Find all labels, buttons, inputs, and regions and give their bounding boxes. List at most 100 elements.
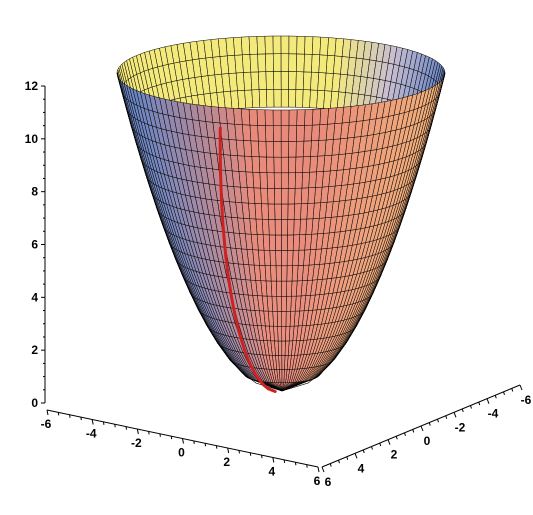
z-tick-label: 6 — [31, 238, 38, 252]
surface-interior-cell — [302, 71, 312, 91]
x-tick — [114, 424, 116, 428]
surface-cell — [285, 325, 291, 342]
y-tick — [445, 415, 448, 419]
x-tick-label: -6 — [41, 417, 52, 431]
z-tick-label: 2 — [31, 343, 38, 357]
surface-cell — [261, 203, 269, 220]
y-tick — [511, 388, 514, 392]
y-tick-label: -4 — [488, 407, 499, 421]
surface-cell — [294, 172, 303, 189]
x-tick — [238, 450, 240, 454]
surface-interior-cell — [310, 71, 320, 91]
y-tick — [379, 442, 382, 447]
surface-cell — [302, 140, 312, 158]
curve-layer — [218, 126, 277, 393]
surface-cell — [269, 250, 277, 267]
surface-cell — [286, 250, 294, 267]
x-tick — [182, 438, 184, 444]
surface-cell — [265, 125, 274, 142]
surface-cell — [292, 249, 300, 266]
surface-interior-cell — [249, 53, 259, 73]
surface-interior-cell — [288, 53, 297, 72]
surface-cell — [249, 124, 259, 142]
surface-cell — [250, 140, 260, 158]
z-tick-label: 0 — [31, 396, 38, 410]
surface-interior-cell — [248, 36, 258, 55]
y-tick — [478, 401, 481, 406]
surface-cell — [287, 219, 295, 236]
surface-cell — [308, 171, 317, 189]
surface-cell — [266, 172, 275, 189]
x-tick — [80, 417, 82, 421]
surface-interior-cell — [266, 89, 275, 108]
surface-interior-cell — [296, 35, 306, 55]
surface-cell — [287, 188, 296, 205]
surface-cell — [288, 109, 298, 126]
surface-interior-cell — [251, 89, 261, 108]
y-tick — [395, 436, 398, 440]
y-tick-label: 2 — [391, 448, 398, 462]
y-tick — [371, 446, 373, 450]
surface-cell — [281, 311, 287, 327]
surface-cell — [280, 109, 290, 126]
surface-cell — [267, 203, 276, 220]
x-tick-label: 6 — [314, 474, 321, 488]
surface-cell — [293, 203, 302, 220]
z-tick-label: 12 — [25, 79, 39, 93]
surface-cell — [302, 156, 311, 173]
surface-cell — [318, 123, 328, 141]
y-tick — [470, 405, 472, 409]
surface-interior-cell — [264, 35, 274, 55]
x-tick-label: 0 — [178, 446, 185, 460]
x-tick — [46, 409, 49, 416]
surface-cell — [274, 203, 282, 220]
surface-interior-cell — [256, 35, 266, 55]
z-tick-label: 4 — [31, 290, 38, 304]
surface-interior-cell — [280, 71, 289, 90]
z-tick-label: 8 — [31, 185, 38, 199]
surface-interior-cell — [280, 53, 290, 72]
surface-cell — [251, 156, 261, 173]
surface-cell — [252, 171, 261, 189]
surface-cell — [258, 156, 268, 173]
x-tick — [317, 466, 320, 473]
x-tick — [57, 412, 60, 416]
surface-cell — [293, 218, 301, 236]
surface-cell — [257, 125, 267, 142]
y-tick — [428, 422, 431, 426]
surface-cell — [319, 108, 329, 125]
surface-cell — [292, 234, 300, 251]
surface-cell — [294, 187, 303, 205]
surface-layer — [116, 35, 446, 392]
x-tick — [283, 459, 286, 463]
surface-cell — [267, 188, 275, 205]
x-tick — [249, 452, 252, 456]
surface-cell — [266, 156, 275, 174]
surface-cell — [273, 141, 282, 158]
surface-cell — [280, 141, 289, 158]
x-tick — [159, 433, 161, 437]
surface-curve — [218, 126, 277, 393]
surface-interior-cell — [265, 71, 275, 90]
surface-interior-cell — [309, 89, 318, 109]
y-tick — [412, 429, 415, 433]
y-tick-label: 4 — [358, 461, 365, 475]
surface-cell — [298, 234, 307, 251]
surface-cell — [285, 295, 292, 312]
surface-cell — [280, 172, 289, 189]
surface-cell — [261, 218, 270, 236]
surface-interior-cell — [240, 36, 251, 56]
y-tick — [420, 425, 424, 432]
surface-cell — [281, 265, 288, 282]
surface-cell — [296, 125, 305, 142]
surface-cell — [297, 249, 305, 266]
surface-interior-cell — [257, 53, 267, 73]
surface-interior-cell — [311, 36, 322, 56]
surface-interior-cell — [288, 89, 297, 108]
surface-cell — [242, 124, 252, 142]
y-tick — [387, 439, 391, 445]
surface-cell — [268, 234, 276, 251]
y-tick-label: -6 — [521, 393, 532, 407]
